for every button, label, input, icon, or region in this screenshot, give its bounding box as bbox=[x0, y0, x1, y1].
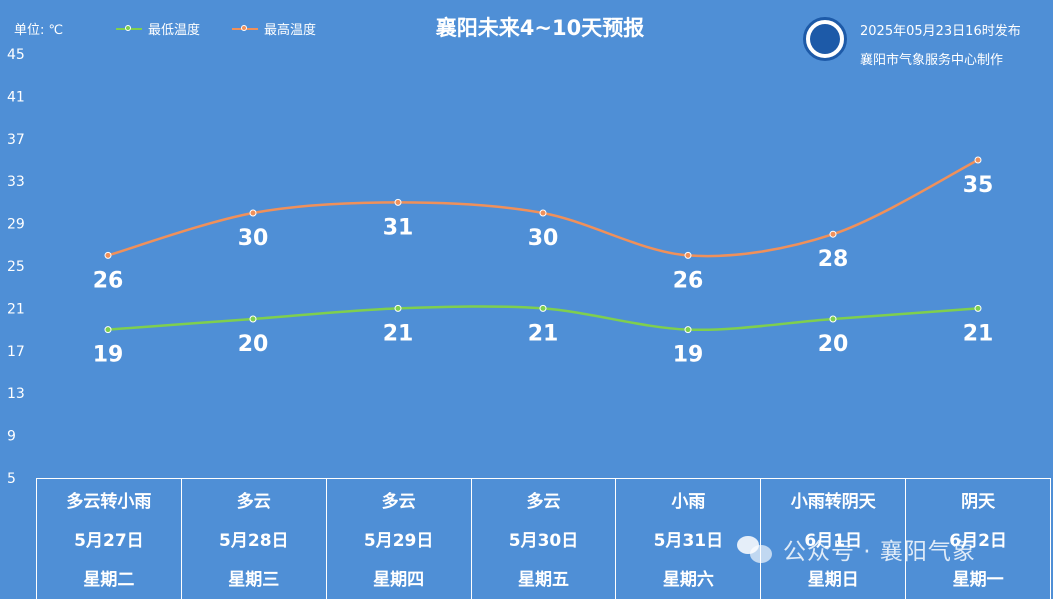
data-label-high: 28 bbox=[818, 247, 849, 272]
y-tick-label: 9 bbox=[7, 429, 16, 445]
weekday-text: 星期三 bbox=[228, 570, 280, 590]
y-tick-label: 5 bbox=[7, 471, 16, 487]
weekday-text: 星期四 bbox=[373, 570, 425, 590]
weekday-text: 星期五 bbox=[518, 570, 569, 590]
data-label-low: 20 bbox=[818, 332, 849, 357]
data-label-high: 30 bbox=[528, 226, 559, 251]
wechat-icon bbox=[737, 534, 773, 564]
point-high bbox=[249, 209, 257, 217]
forecast-day-column: 阴天 6月2日星期一 bbox=[906, 479, 1052, 599]
y-tick-label: 17 bbox=[7, 344, 25, 360]
data-label-low: 21 bbox=[528, 321, 559, 346]
data-label-high: 31 bbox=[383, 215, 414, 240]
weather-text: 多云 bbox=[526, 492, 561, 512]
publish-info: 2025年05月23日16时发布 襄阳市气象服务中心制作 bbox=[860, 17, 1021, 75]
point-low bbox=[104, 326, 112, 334]
point-low bbox=[539, 304, 547, 312]
legend-low-swatch bbox=[116, 24, 142, 31]
point-high bbox=[684, 251, 692, 259]
date-text: 6月1日 bbox=[804, 531, 863, 551]
watermark-text: 公众号 · 襄阳气象 bbox=[783, 539, 976, 565]
legend-high: 最高温度 bbox=[232, 19, 316, 38]
date-text: 6月2日 bbox=[949, 531, 1007, 551]
data-label-high: 26 bbox=[673, 268, 704, 293]
weather-text: 小雨转阴天 bbox=[790, 492, 876, 512]
y-tick-label: 37 bbox=[7, 132, 25, 148]
legend-high-swatch bbox=[232, 24, 258, 31]
watermark: 公众号 · 襄阳气象 bbox=[737, 532, 976, 566]
date-text: 5月27日 bbox=[74, 531, 144, 551]
weather-text: 小雨 bbox=[671, 492, 706, 512]
chart-title: 襄阳未来4~10天预报 bbox=[435, 16, 645, 40]
y-tick-label: 13 bbox=[7, 386, 25, 402]
forecast-day-column: 多云 5月28日星期三 bbox=[182, 479, 327, 599]
point-low bbox=[974, 304, 982, 312]
weekday-text: 星期六 bbox=[662, 570, 714, 590]
data-label-low: 21 bbox=[963, 321, 994, 346]
data-label-low: 19 bbox=[93, 343, 124, 368]
data-label-high: 26 bbox=[93, 268, 124, 293]
point-high bbox=[974, 156, 982, 164]
y-tick-label: 41 bbox=[7, 89, 25, 105]
point-high bbox=[829, 230, 837, 238]
forecast-day-column: 多云 5月29日星期四 bbox=[327, 479, 472, 599]
date-text: 5月29日 bbox=[363, 531, 434, 551]
y-tick-label: 25 bbox=[7, 259, 25, 275]
weekday-text: 星期二 bbox=[83, 570, 135, 590]
forecast-day-column: 多云 5月30日星期五 bbox=[472, 479, 617, 599]
point-low bbox=[684, 326, 692, 334]
legend-low-label: 最低温度 bbox=[148, 23, 201, 38]
forecast-day-column: 小雨 5月31日星期六 bbox=[616, 479, 762, 599]
legend-high-label: 最高温度 bbox=[264, 23, 317, 38]
date-text: 5月31日 bbox=[653, 531, 724, 551]
y-tick-label: 45 bbox=[7, 47, 25, 63]
date-text: 5月30日 bbox=[508, 531, 579, 551]
logo-emblem bbox=[810, 24, 840, 54]
weather-text: 多云 bbox=[236, 492, 271, 512]
logo bbox=[803, 17, 847, 61]
publisher: 襄阳市气象服务中心制作 bbox=[860, 53, 1004, 68]
point-high bbox=[394, 198, 402, 206]
weather-text: 多云 bbox=[381, 492, 416, 512]
forecast-day-column: 小雨转阴天 6月1日星期日 bbox=[761, 479, 907, 599]
date-text: 5月28日 bbox=[219, 531, 289, 551]
y-tick-label: 29 bbox=[7, 217, 25, 233]
unit-label: 单位: ℃ bbox=[14, 23, 64, 38]
y-tick-label: 21 bbox=[7, 301, 25, 317]
weather-text: 阴天 bbox=[961, 492, 996, 512]
forecast-table: 多云转小雨 5月27日星期二 多云 5月28日星期三 多云 5月29日星期四 多云 5月30日… bbox=[36, 478, 1052, 599]
publish-time: 2025年05月23日16时发布 bbox=[860, 24, 1021, 39]
forecast-day-column: 多云转小雨 5月27日星期二 bbox=[37, 479, 182, 599]
weekday-text: 星期一 bbox=[952, 570, 1004, 590]
point-low bbox=[394, 304, 402, 312]
data-label-low: 20 bbox=[238, 332, 269, 357]
data-label-low: 19 bbox=[673, 343, 704, 368]
point-high bbox=[539, 209, 547, 217]
y-tick-label: 33 bbox=[7, 174, 25, 190]
data-label-low: 21 bbox=[383, 321, 414, 346]
weather-text: 多云转小雨 bbox=[66, 492, 152, 512]
weekday-text: 星期日 bbox=[807, 570, 859, 590]
point-high bbox=[104, 251, 112, 259]
data-label-high: 30 bbox=[238, 226, 269, 251]
legend-low: 最低温度 bbox=[116, 19, 200, 38]
point-low bbox=[249, 315, 257, 323]
point-low bbox=[829, 315, 837, 323]
data-label-high: 35 bbox=[963, 173, 994, 198]
